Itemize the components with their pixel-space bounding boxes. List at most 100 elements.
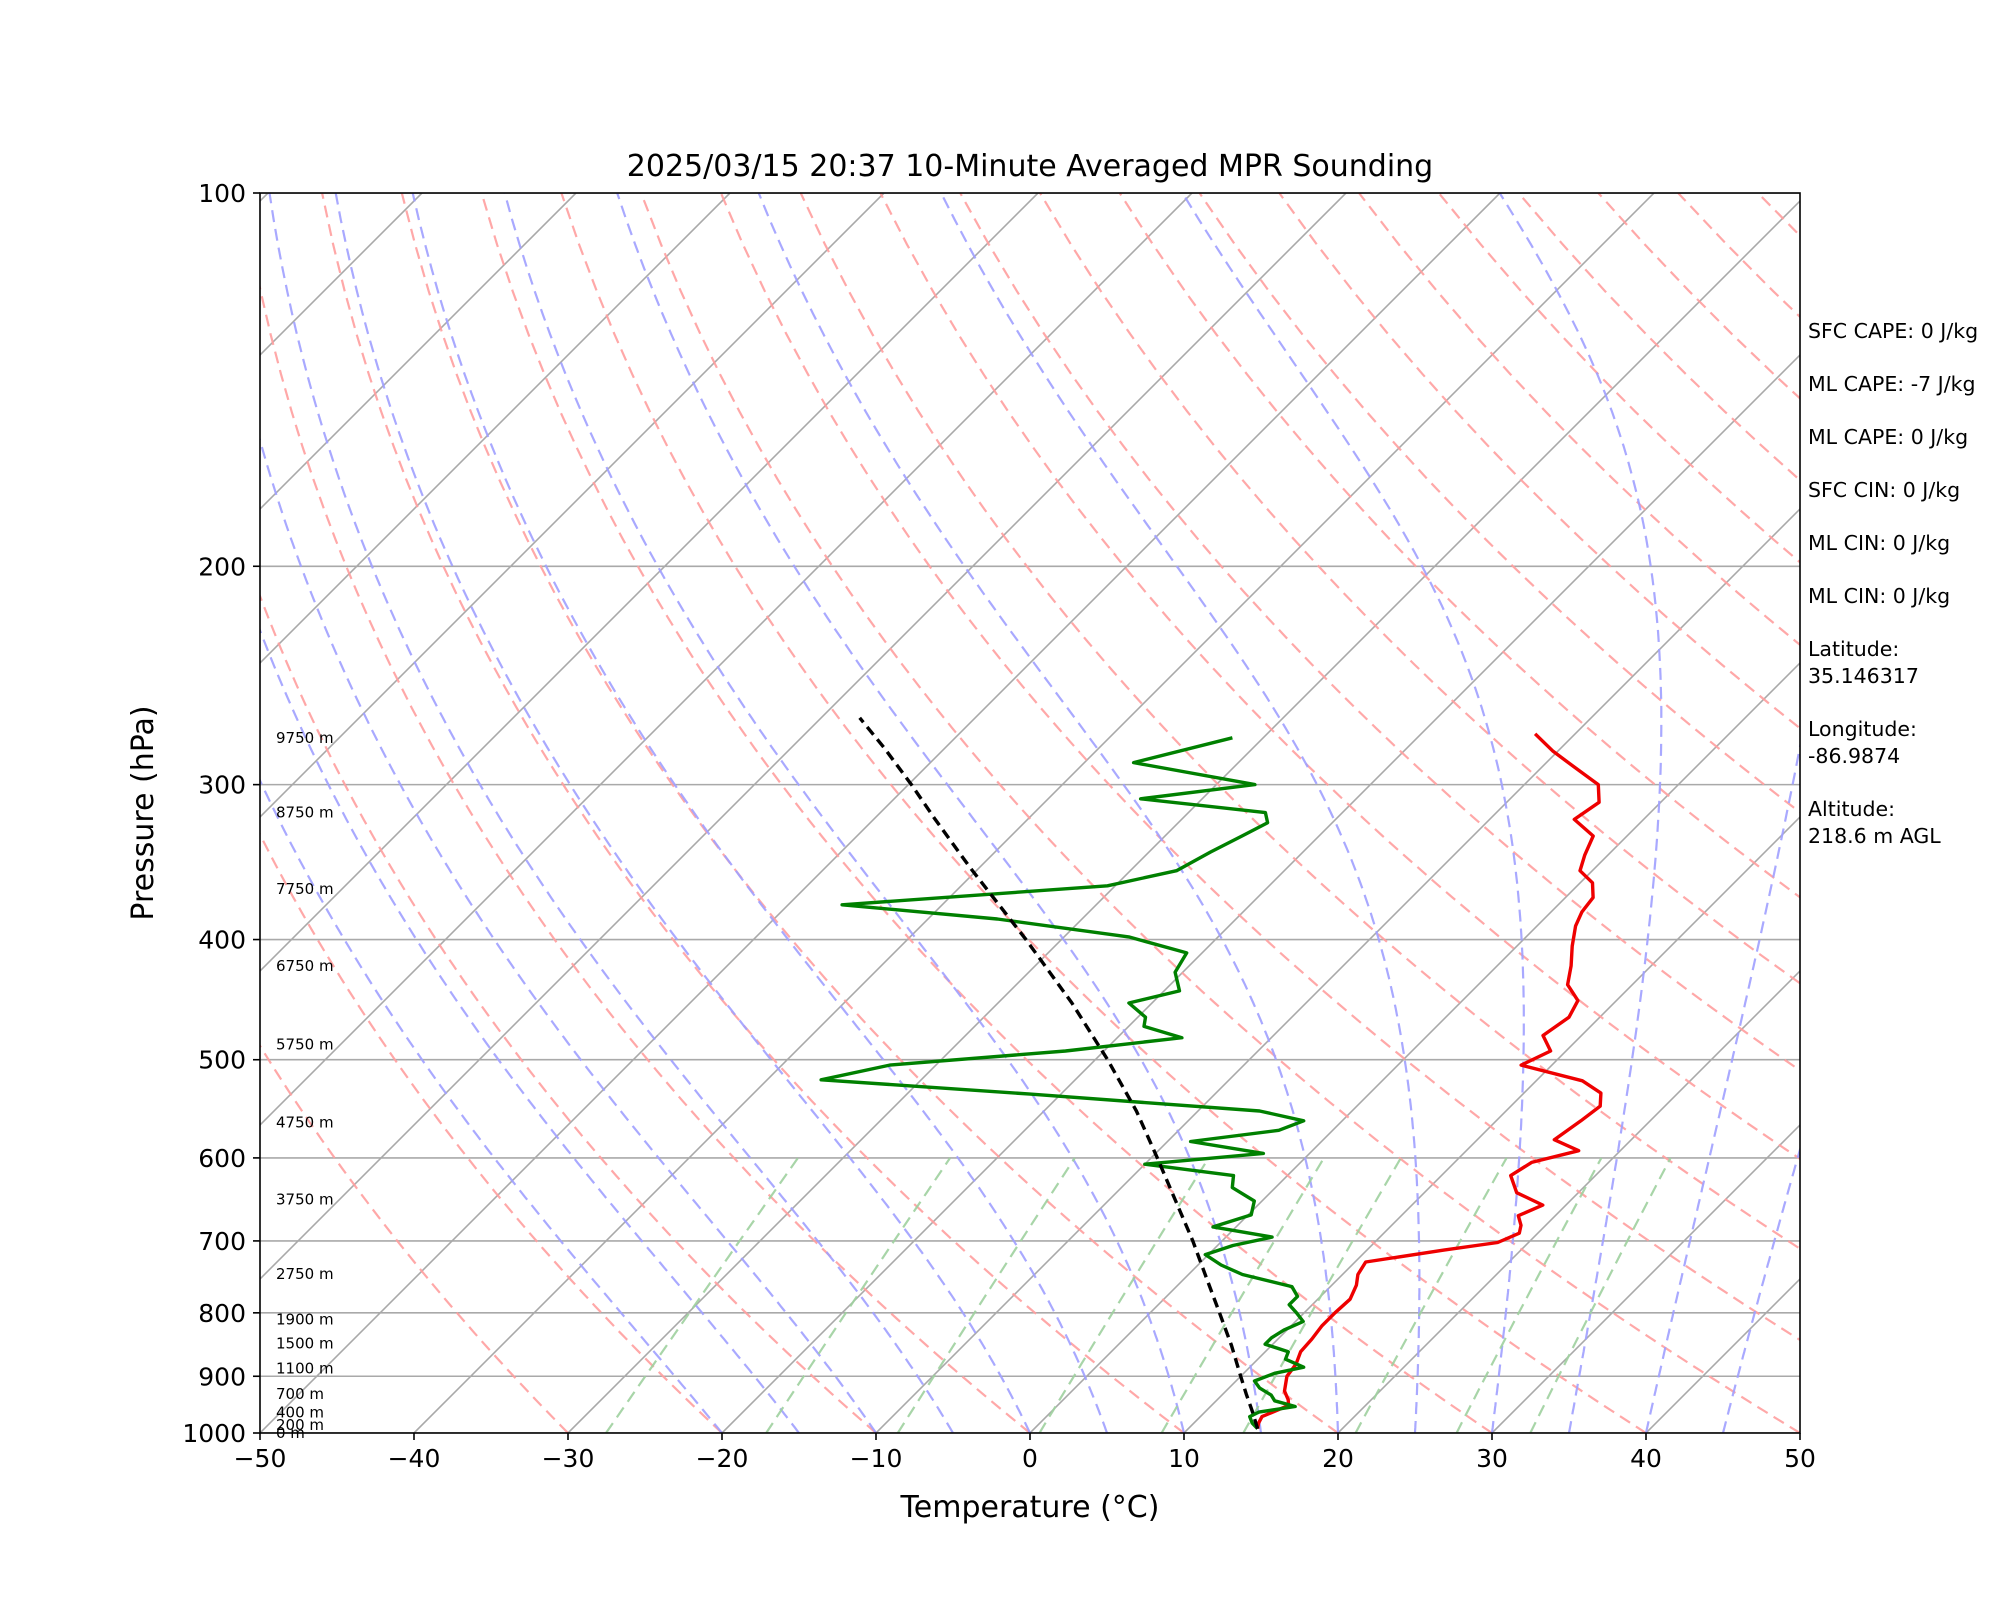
y-tick-label: 300 [198,771,246,800]
moist-adiabat-line [411,193,1109,1433]
latitude-label: Latitude: [1808,637,1900,661]
moist-adiabat-line [260,436,877,1433]
moist-adiabat-line [334,193,1031,1433]
dewpoint-trace [819,736,1306,1430]
x-tick-label: −40 [388,1444,441,1473]
ml-cin-text-2: ML CIN: 0 J/kg [1808,584,1951,608]
x-tick-label: 50 [1784,1444,1816,1473]
x-tick-label: −50 [234,1444,287,1473]
isotherm-line [1029,661,1800,1433]
y-tick-label: 800 [198,1299,246,1328]
moist-adiabat-line [757,193,1340,1433]
dry-adiabat-line [640,193,1800,1433]
dry-adiabat-line [1278,193,1800,730]
chart-title: 2025/03/15 20:37 10-Minute Averaged MPR … [627,149,1433,184]
dry-adiabat-line [879,193,1800,1161]
x-tick-label: 40 [1630,1444,1662,1473]
height-label: 0 m [276,1424,305,1442]
background-lines [260,193,1800,1433]
dry-adiabat-line [480,193,1493,1433]
moist-adiabat-line [260,777,723,1433]
height-label: 2750 m [276,1265,334,1283]
x-tick-label: 10 [1168,1444,1200,1473]
x-tick-label: 20 [1322,1444,1354,1473]
y-tick-label: 100 [198,179,246,208]
longitude-block: Longitude: -86.9874 [1808,716,1998,796]
mixing-ratio-line [765,1157,952,1433]
x-tick-label: −30 [542,1444,595,1473]
isotherm-line [567,199,1800,1433]
dry-adiabat-line [260,282,1031,1433]
isotherm-line [721,353,1800,1433]
ml-cin-text: ML CIN: 0 J/kg [1808,531,1951,555]
altitude-value: 218.6 m AGL [1808,824,1941,848]
parcel-trace [858,716,1260,1430]
isotherm-line [260,193,731,665]
height-label: 700 m [276,1385,324,1403]
moist-adiabat-line [503,193,1186,1433]
height-label: 9750 m [276,729,334,747]
isotherm-line [260,193,1347,1281]
height-labels: 9750 m 8750 m 7750 m 6750 m 5750 m 4750 m 3750… [276,729,334,1442]
dry-adiabat-line [321,193,1185,1433]
dry-adiabat-line [560,193,1647,1433]
height-label: 1900 m [276,1311,334,1329]
dry-adiabat-line [260,593,877,1433]
mixing-ratio-line [1529,1157,1672,1433]
mixing-ratio-line [605,1157,799,1433]
isotherm-line [260,193,885,819]
axis-ticks: −50 −40 −30 −20 −10 0 10 20 30 40 50 100 200 300 400 50… [182,179,1816,1473]
mixing-ratio-line [1354,1157,1508,1433]
altitude-label: Altitude: [1808,797,1896,821]
dry-adiabat-line [719,193,1800,1342]
height-label: 5750 m [276,1035,334,1053]
mixing-ratio-line [896,1157,1076,1433]
height-label: 7750 m [276,880,334,898]
dry-adiabat-line [260,1043,569,1433]
isotherm-line [1491,1123,1800,1433]
y-tick-label: 400 [198,926,246,955]
y-tick-label: 200 [198,552,246,581]
y-tick-label: 1000 [182,1419,246,1448]
isotherm-line [260,193,1501,1433]
dry-adiabat-line [400,193,1339,1433]
moist-adiabat-line [268,193,954,1433]
moist-adiabat-line [940,193,1421,1433]
moist-adiabat-line [1181,193,1525,1433]
temperature-trace [1255,732,1603,1429]
altitude-block: Altitude: 218.6 m AGL [1808,796,1998,850]
sounding-traces [819,716,1603,1430]
longitude-label: Longitude: [1808,717,1917,741]
height-label: 200 m [276,1416,324,1434]
mixing-ratio-line [1160,1157,1325,1433]
height-label: 3750 m [276,1190,334,1208]
moist-adiabat-line [1498,193,1663,1433]
y-axis-label: Pressure (hPa) [126,705,161,920]
height-label: 400 m [276,1404,324,1422]
dry-adiabat-line [799,193,1800,1251]
height-label: 4750 m [276,1114,334,1132]
ml-cape-text: ML CAPE: -7 J/kg [1808,372,1976,396]
sfc-cin-text: SFC CIN: 0 J/kg [1808,478,1961,502]
isotherm-line [1183,815,1800,1433]
height-label: 1100 m [276,1359,334,1377]
y-tick-label: 500 [198,1046,246,1075]
longitude-value: -86.9874 [1808,744,1901,768]
latitude-block: Latitude: 35.146317 [1808,636,1998,716]
height-label: 6750 m [276,957,334,975]
isotherm-line [875,507,1800,1433]
ml-cape-text-2: ML CAPE: 0 J/kg [1808,425,1969,449]
x-tick-label: 0 [1022,1444,1038,1473]
latitude-value: 35.146317 [1808,664,1919,688]
height-label: 1500 m [276,1335,334,1353]
dry-adiabat-line [260,832,723,1433]
isotherm-line [260,193,1039,973]
isotherm-line [413,193,1655,1433]
height-label: 8750 m [276,804,334,822]
x-axis-label: Temperature (°C) [900,1490,1160,1525]
y-tick-label: 700 [198,1227,246,1256]
stats-panel: SFC CAPE: 0 J/kg ML CAPE: -7 J/kg ML CAP… [1808,318,1998,850]
x-tick-label: 30 [1476,1444,1508,1473]
dry-adiabat-line [959,193,1800,1072]
